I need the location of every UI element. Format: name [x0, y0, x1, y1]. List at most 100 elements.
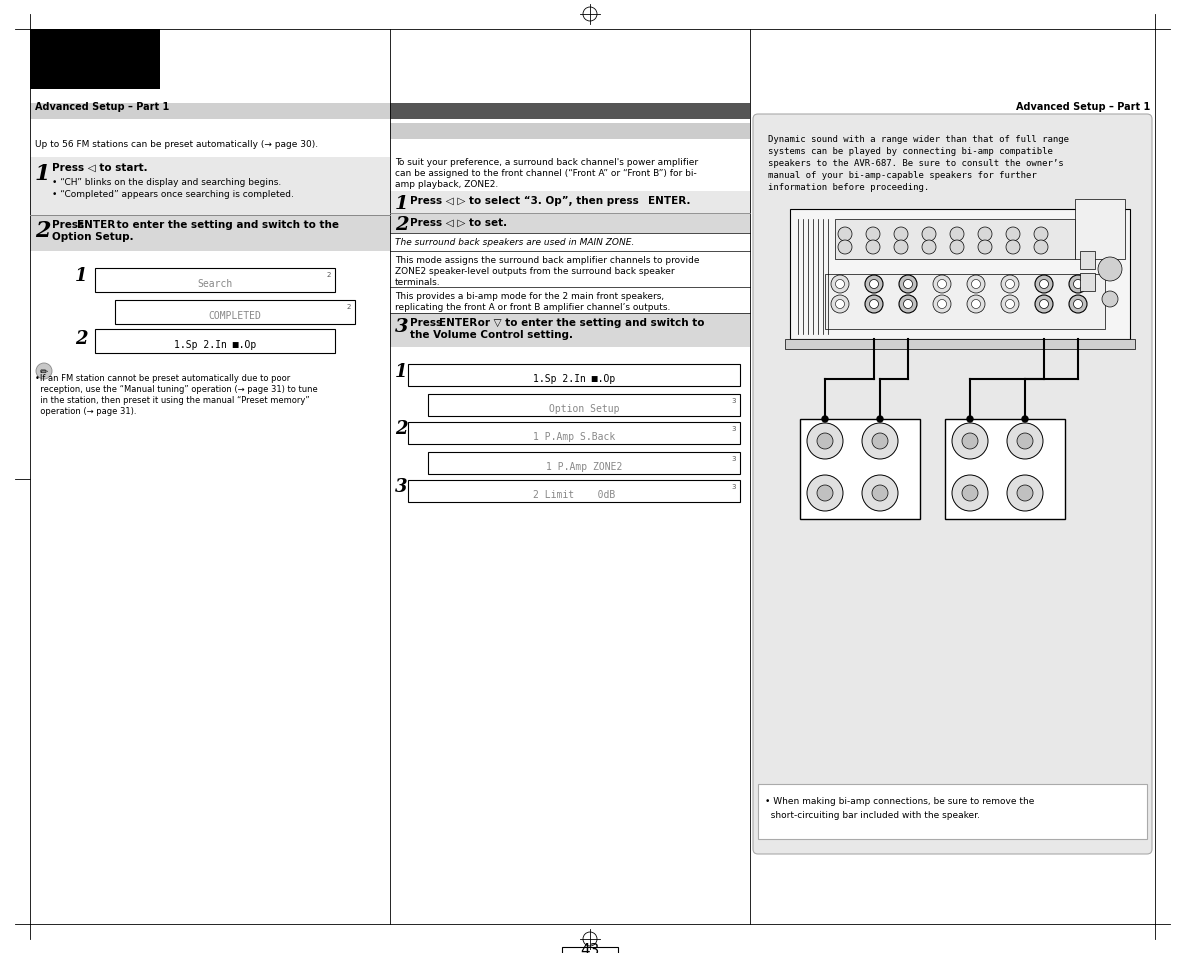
Text: or ▽ to enter the setting and switch to: or ▽ to enter the setting and switch to [474, 317, 705, 328]
Bar [94, 269, 335, 293]
Text: 2: 2 [76, 330, 87, 348]
Text: 3: 3 [731, 426, 736, 432]
Circle shape [835, 280, 844, 289]
Bar [30, 30, 159, 90]
Text: 1 P.Amp ZONE2: 1 P.Amp ZONE2 [546, 461, 622, 472]
Circle shape [1007, 423, 1043, 459]
Circle shape [922, 241, 937, 254]
Text: Advanced Setup – Part 1: Advanced Setup – Part 1 [35, 102, 169, 112]
Text: 3: 3 [731, 397, 736, 403]
Text: • “Completed” appears once searching is completed.: • “Completed” appears once searching is … [52, 190, 294, 199]
Circle shape [1035, 228, 1048, 242]
Circle shape [1017, 434, 1033, 450]
Circle shape [866, 228, 880, 242]
Circle shape [1069, 295, 1087, 314]
Circle shape [1022, 416, 1027, 422]
Text: Dynamic sound with a range wider than that of full range: Dynamic sound with a range wider than th… [768, 135, 1069, 144]
Circle shape [952, 423, 988, 459]
Text: manual of your bi-amp-capable speakers for further: manual of your bi-amp-capable speakers f… [768, 171, 1037, 180]
Bar [30, 104, 390, 120]
Text: Advanced Setup – Part 1: Advanced Setup – Part 1 [1016, 102, 1150, 112]
Circle shape [839, 241, 852, 254]
Circle shape [835, 300, 844, 309]
Text: •If an FM station cannot be preset automatically due to poor: •If an FM station cannot be preset autom… [35, 374, 291, 382]
Circle shape [35, 364, 52, 379]
Circle shape [967, 295, 985, 314]
Bar [800, 419, 920, 519]
Circle shape [1001, 275, 1019, 294]
Bar [390, 213, 750, 233]
Bar [790, 210, 1130, 339]
Text: 1: 1 [76, 267, 87, 285]
Circle shape [864, 295, 883, 314]
Circle shape [1006, 228, 1020, 242]
Text: 2: 2 [347, 304, 351, 310]
Circle shape [866, 241, 880, 254]
Text: Press: Press [410, 317, 445, 328]
Text: • When making bi-amp connections, be sure to remove the: • When making bi-amp connections, be sur… [765, 796, 1035, 805]
Circle shape [817, 434, 833, 450]
Circle shape [963, 434, 978, 450]
Bar [945, 419, 1065, 519]
Circle shape [1039, 300, 1049, 309]
Circle shape [978, 241, 992, 254]
Bar [30, 215, 390, 252]
Text: short-circuiting bar included with the speaker.: short-circuiting bar included with the s… [765, 810, 980, 820]
Bar [30, 158, 390, 215]
Circle shape [978, 228, 992, 242]
Text: in the station, then preset it using the manual “Preset memory”: in the station, then preset it using the… [35, 395, 309, 405]
Text: 1: 1 [35, 163, 51, 185]
Circle shape [1035, 241, 1048, 254]
Text: Up to 56 FM stations can be preset automatically (→ page 30).: Up to 56 FM stations can be preset autom… [35, 140, 318, 149]
Text: amp playback, ZONE2.: amp playback, ZONE2. [394, 180, 498, 189]
Circle shape [938, 300, 946, 309]
Circle shape [1007, 476, 1043, 512]
Circle shape [950, 241, 964, 254]
Text: COMPLETED: COMPLETED [209, 311, 261, 320]
Bar [562, 947, 618, 953]
Text: This provides a bi-amp mode for the 2 main front speakers,: This provides a bi-amp mode for the 2 ma… [394, 292, 664, 301]
Bar [835, 220, 1075, 260]
Text: ENTER: ENTER [77, 220, 116, 230]
Bar [826, 274, 1105, 330]
Text: 3: 3 [394, 477, 407, 496]
Circle shape [952, 476, 988, 512]
Circle shape [869, 280, 879, 289]
Circle shape [817, 485, 833, 501]
Bar [407, 480, 740, 502]
Text: This mode assigns the surround back amplifier channels to provide: This mode assigns the surround back ampl… [394, 255, 699, 265]
Circle shape [869, 300, 879, 309]
Text: 1: 1 [394, 194, 409, 213]
Circle shape [1035, 275, 1053, 294]
Circle shape [872, 485, 888, 501]
Circle shape [1001, 295, 1019, 314]
Circle shape [807, 423, 843, 459]
Text: 1 P.Amp S.Back: 1 P.Amp S.Back [533, 432, 615, 441]
Text: Press ◁ to start.: Press ◁ to start. [52, 163, 148, 172]
Circle shape [1102, 292, 1118, 308]
Text: 2: 2 [394, 215, 409, 233]
Bar [1079, 252, 1095, 270]
Circle shape [822, 416, 828, 422]
Circle shape [933, 295, 951, 314]
Text: information before proceeding.: information before proceeding. [768, 183, 929, 192]
Text: ENTER: ENTER [439, 317, 477, 328]
Bar [1079, 274, 1095, 292]
Circle shape [1069, 275, 1087, 294]
Circle shape [972, 300, 980, 309]
Circle shape [831, 295, 849, 314]
Circle shape [967, 416, 973, 422]
Text: Press: Press [52, 220, 87, 230]
Bar [1075, 200, 1125, 260]
Text: Search: Search [197, 278, 233, 289]
Text: to enter the setting and switch to the: to enter the setting and switch to the [113, 220, 339, 230]
Circle shape [1005, 300, 1014, 309]
Circle shape [864, 275, 883, 294]
Text: can be assigned to the front channel (“Front A” or “Front B”) for bi-: can be assigned to the front channel (“F… [394, 169, 697, 178]
Circle shape [877, 416, 883, 422]
Bar [390, 314, 750, 348]
Text: terminals.: terminals. [394, 277, 441, 287]
Text: 2 Limit    0dB: 2 Limit 0dB [533, 490, 615, 499]
Text: 2: 2 [394, 419, 407, 437]
Text: operation (→ page 31).: operation (→ page 31). [35, 407, 137, 416]
